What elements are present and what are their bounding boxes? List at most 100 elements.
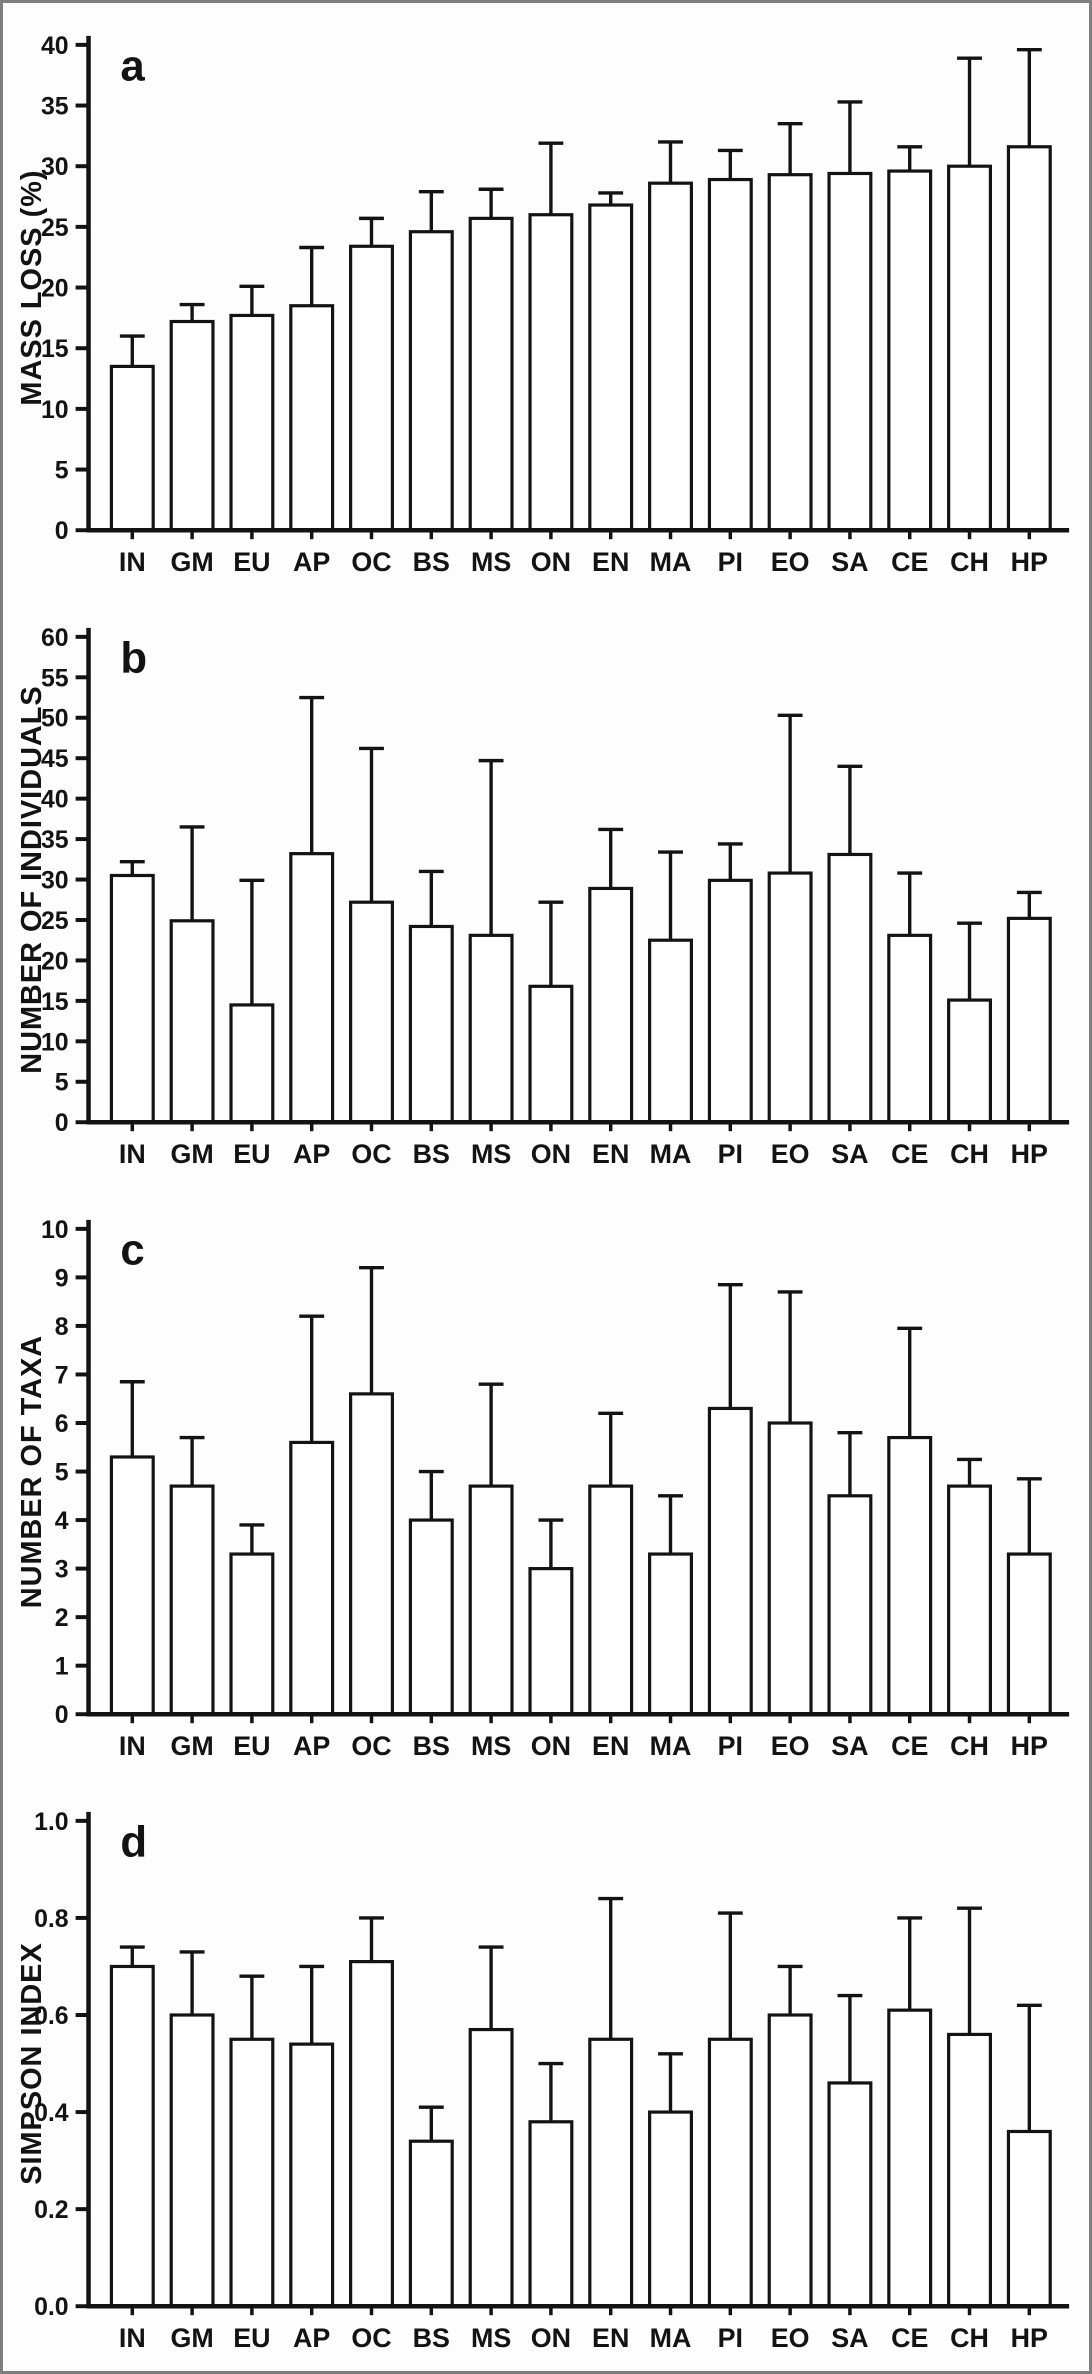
bar — [947, 2032, 993, 2308]
x-category-label: IN — [119, 547, 146, 577]
bar-group-eo — [767, 1964, 813, 2308]
bar-group-eu — [229, 1974, 275, 2308]
bar-group-ma — [648, 850, 693, 1124]
y-tick-label: 0.4 — [34, 2099, 69, 2127]
y-tick-label: 0.8 — [34, 1905, 69, 1933]
bar-group-bs — [408, 189, 454, 532]
x-category-label: OC — [351, 547, 391, 577]
bar-group-ms — [468, 1945, 514, 2308]
bar — [1006, 916, 1052, 1124]
y-tick-label: 15 — [41, 988, 69, 1016]
panel-letter: b — [120, 634, 147, 683]
bar — [229, 1003, 275, 1124]
x-category-label: BS — [413, 547, 450, 577]
bar-group-en — [588, 1411, 634, 1716]
bar-group-eu — [229, 284, 275, 532]
bar — [1006, 1552, 1052, 1716]
bar — [707, 1406, 753, 1716]
bar — [588, 886, 634, 1124]
bar-group-gm — [169, 302, 215, 532]
bars — [109, 695, 1052, 1124]
y-tick-label: 0 — [55, 1109, 69, 1137]
x-category-label: OC — [351, 2323, 391, 2353]
bar — [408, 1518, 454, 1716]
x-category-label: GM — [170, 1731, 213, 1761]
bar-group-ms — [468, 1382, 514, 1716]
y-tick-label: 5 — [55, 456, 69, 484]
bar — [648, 1552, 693, 1716]
x-category-label: MA — [650, 547, 692, 577]
bar — [588, 203, 634, 532]
x-category-label: HP — [1011, 547, 1048, 577]
y-tick-label: 0 — [55, 517, 69, 545]
x-category-label: ON — [531, 2323, 571, 2353]
x-axis: IN GM EU AP OC BS MS ON EN MA PI EO SA CE CH HP — [86, 2303, 1070, 2353]
bar — [887, 1435, 933, 1716]
bar — [588, 2037, 634, 2308]
bar-group-on — [528, 1518, 574, 1716]
bar-group-en — [588, 191, 634, 532]
x-category-label: MA — [650, 2323, 692, 2353]
bar — [169, 919, 215, 1124]
bar — [468, 2027, 514, 2308]
bar — [349, 1960, 394, 2308]
y-tick-label: 7 — [55, 1361, 69, 1389]
y-tick-label: 30 — [41, 153, 69, 181]
bar-group-on — [528, 141, 574, 532]
bar-group-ma — [648, 1494, 693, 1716]
bar — [827, 1494, 873, 1716]
y-tick-label: 0 — [55, 1701, 69, 1729]
bar-group-eo — [767, 122, 813, 532]
y-tick-label: 2 — [55, 1604, 69, 1632]
y-tick-label: 35 — [41, 826, 69, 854]
x-category-label: EN — [592, 547, 629, 577]
bar — [468, 1484, 514, 1716]
bar-group-sa — [827, 764, 873, 1124]
y-tick-label: 5 — [55, 1069, 69, 1097]
x-category-label: GM — [170, 1139, 213, 1169]
y-tick-label: 0.0 — [34, 2293, 69, 2321]
x-category-label: EO — [771, 1139, 810, 1169]
y-tick-label: 0.6 — [34, 2002, 69, 2030]
bar — [528, 213, 574, 532]
x-category-label: SA — [831, 547, 868, 577]
x-category-label: AP — [293, 1731, 330, 1761]
x-category-label: AP — [293, 547, 330, 577]
bars — [109, 1265, 1052, 1716]
y-axis-title: MASS LOSS (%) — [16, 169, 48, 405]
x-category-label: PI — [718, 1139, 743, 1169]
y-axis: 0.0 0.2 0.4 0.6 0.8 1.0 — [34, 1808, 91, 2321]
x-category-label: PI — [718, 1731, 743, 1761]
x-category-label: CH — [950, 1139, 989, 1169]
bar-group-in — [109, 1945, 155, 2308]
x-category-label: PI — [718, 547, 743, 577]
x-category-label: HP — [1011, 2323, 1048, 2353]
y-axis: 0 5 10 15 20 25 30 35 40 45 50 55 60 — [41, 624, 91, 1137]
bar-group-ce — [887, 145, 933, 532]
x-category-label: ON — [531, 1139, 571, 1169]
bar — [947, 1484, 993, 1716]
y-tick-label: 9 — [55, 1264, 69, 1292]
x-category-label: EO — [771, 1731, 810, 1761]
x-category-label: EO — [771, 547, 810, 577]
bar-group-ch — [947, 1906, 993, 2308]
x-category-label: BS — [413, 1731, 450, 1761]
y-axis-title: NUMBER OF TAXA — [16, 1335, 48, 1608]
x-category-label: EO — [771, 2323, 810, 2353]
bar — [887, 169, 933, 532]
bar — [767, 2013, 813, 2308]
x-category-label: SA — [831, 2323, 868, 2353]
bar — [528, 1567, 574, 1716]
y-tick-label: 5 — [55, 1458, 69, 1486]
bar — [408, 2139, 454, 2308]
bar — [408, 924, 454, 1124]
x-category-label: HP — [1011, 1139, 1048, 1169]
y-tick-label: 55 — [41, 664, 69, 692]
bar — [827, 852, 873, 1124]
x-category-label: EU — [233, 1139, 270, 1169]
bar — [528, 2120, 574, 2308]
y-tick-label: 40 — [41, 786, 69, 814]
y-tick-label: 8 — [55, 1313, 69, 1341]
bar-group-on — [528, 900, 574, 1124]
